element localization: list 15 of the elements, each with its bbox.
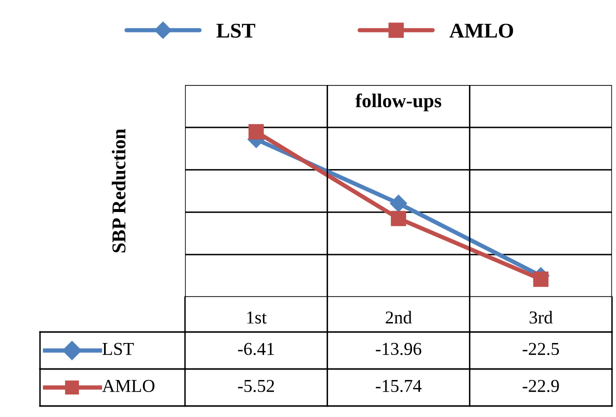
text: AMLO: [102, 380, 154, 392]
data-label: -13.96: [376, 342, 422, 356]
text: LST: [102, 342, 134, 356]
x-tick-label: 2nd: [386, 310, 412, 324]
data-label: -5.52: [238, 380, 274, 392]
data-label: -6.41: [238, 342, 274, 356]
x-tick-label: 3rd: [530, 310, 553, 324]
y-axis-title: SBP Reduction: [112, 128, 126, 252]
x-tick-label: 1st: [247, 312, 267, 324]
data-label: -15.74: [376, 380, 422, 392]
x-axis-title: follow-ups: [355, 93, 442, 112]
legend-label: LST: [216, 24, 256, 38]
data-label: -22.9: [522, 380, 559, 392]
data-label: -22.5: [522, 342, 559, 356]
legend-label: AMLO: [449, 24, 514, 38]
